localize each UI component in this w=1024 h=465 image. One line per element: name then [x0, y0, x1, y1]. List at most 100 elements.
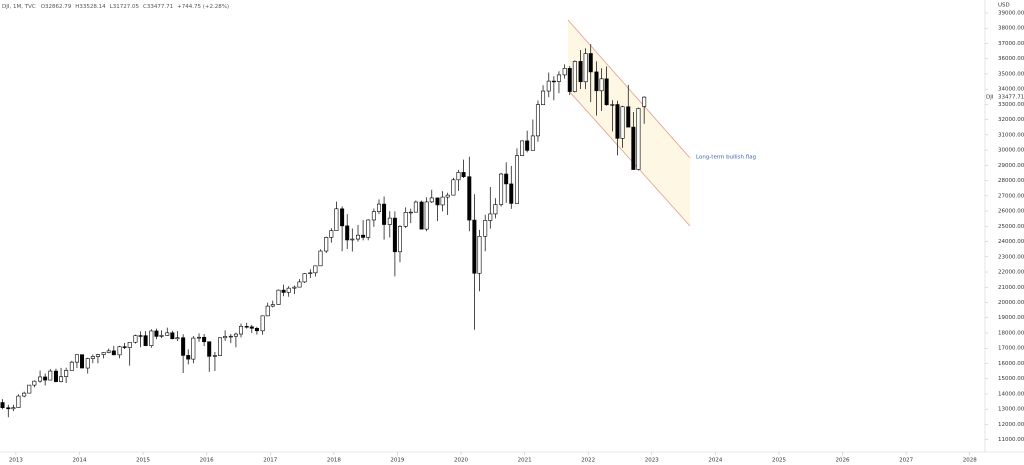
candle-body [467, 176, 472, 221]
chart-header: DJI, 1M, TVC O32862.79 H33528.14 L31727.05 C… [2, 4, 229, 10]
candle-body [445, 194, 450, 198]
x-tick-label: 2017 [263, 458, 277, 464]
candle-body [535, 104, 540, 137]
y-tick-label: 38000.00 [998, 26, 1024, 32]
y-tick-label: 29000.00 [998, 163, 1024, 169]
x-tick-label: 2013 [9, 458, 23, 464]
candle-body [22, 392, 27, 397]
candle-body [610, 104, 615, 106]
candle-body [483, 220, 488, 237]
candle-body [419, 201, 424, 230]
candle-body [0, 402, 5, 409]
candle-body [546, 80, 551, 92]
y-tick-label: 27000.00 [998, 193, 1024, 199]
y-tick-label: 11000.00 [998, 437, 1024, 443]
symbol: DJI, 1M, TVC [2, 4, 36, 10]
candle-body [435, 197, 440, 206]
candle-body [350, 238, 355, 241]
candle-body [636, 108, 641, 170]
candle-body [254, 327, 259, 332]
candle-body [127, 341, 132, 348]
candle-body [265, 305, 270, 317]
candle-body [583, 53, 588, 83]
candle-body [356, 234, 361, 240]
candle-body [376, 203, 381, 212]
x-tick-label: 2018 [327, 458, 341, 464]
ohlc-value: 33528.14 [79, 4, 106, 10]
candle-body [440, 196, 445, 206]
candle-body [223, 336, 228, 339]
candle-body [138, 335, 143, 337]
candle-body [80, 354, 85, 369]
ohlc-prefix: O [41, 4, 46, 10]
candle-body [6, 407, 11, 410]
candle-body [324, 237, 329, 252]
last-price: 33477.71 [998, 95, 1024, 101]
candle-body [286, 287, 291, 293]
y-tick-label: 28000.00 [998, 178, 1024, 184]
candle-body [451, 179, 456, 196]
candle-body [59, 376, 64, 382]
candle-body [191, 337, 196, 360]
y-tick-label: 32000.00 [998, 117, 1024, 123]
candle-body [281, 289, 286, 293]
candle-body [64, 370, 69, 378]
y-tick-label: 24000.00 [998, 239, 1024, 245]
candle-body [16, 395, 21, 408]
candle-body [297, 281, 302, 288]
ohlc-prefix: L [110, 4, 114, 10]
ohlc-value: 33477.71 [147, 4, 173, 10]
x-tick-label: 2027 [899, 458, 913, 464]
y-tick-label: 37000.00 [998, 41, 1024, 47]
candle-body [562, 68, 567, 76]
candle-body [514, 155, 519, 204]
candle-body [302, 273, 307, 283]
candle-body [520, 140, 525, 156]
candles [0, 44, 647, 418]
candle-body [90, 356, 95, 359]
y-tick-label: 26000.00 [998, 209, 1024, 215]
candle-body [218, 337, 223, 356]
candle-body [212, 355, 217, 357]
candle-body [392, 217, 397, 253]
candle-body [429, 197, 434, 203]
x-tick-label: 2025 [772, 458, 786, 464]
candle-body [509, 183, 514, 204]
candle-body [525, 140, 530, 151]
ohlc-prefix: C [143, 4, 147, 10]
y-tick-label: 35000.00 [998, 71, 1024, 77]
y-tick-label: 23000.00 [998, 254, 1024, 260]
candle-body [588, 53, 593, 73]
candle-body [27, 384, 32, 394]
candle-body [567, 68, 572, 92]
candle-body [133, 335, 138, 343]
candle-body [159, 335, 164, 337]
currency: USD [998, 3, 1010, 9]
candle-body [186, 355, 191, 360]
candle-body [154, 330, 159, 337]
candle-body [122, 346, 127, 348]
candle-body [181, 337, 186, 356]
ohlc-prefix: H [75, 4, 79, 10]
y-tick-label: 14000.00 [998, 391, 1024, 397]
annotation: Long-term bullish flag [696, 155, 756, 161]
y-tick-label: 17000.00 [998, 346, 1024, 352]
candle-body [382, 203, 387, 225]
candle-body [11, 407, 16, 410]
y-tick-label: 13000.00 [998, 407, 1024, 413]
change: +744.75 (+2.28%) [177, 4, 229, 10]
y-tick-label: 31000.00 [998, 132, 1024, 138]
candle-body [413, 201, 418, 213]
x-tick-label: 2016 [200, 458, 214, 464]
candle-body [620, 106, 625, 139]
x-tick-label: 2021 [518, 458, 532, 464]
candle-body [572, 61, 577, 92]
candle-body [202, 336, 207, 343]
candle-body [551, 80, 556, 83]
candle-body [270, 304, 275, 307]
candle-body [334, 208, 339, 231]
x-tick-label: 2015 [136, 458, 150, 464]
candle-body [48, 370, 53, 381]
candle-body [366, 219, 371, 238]
